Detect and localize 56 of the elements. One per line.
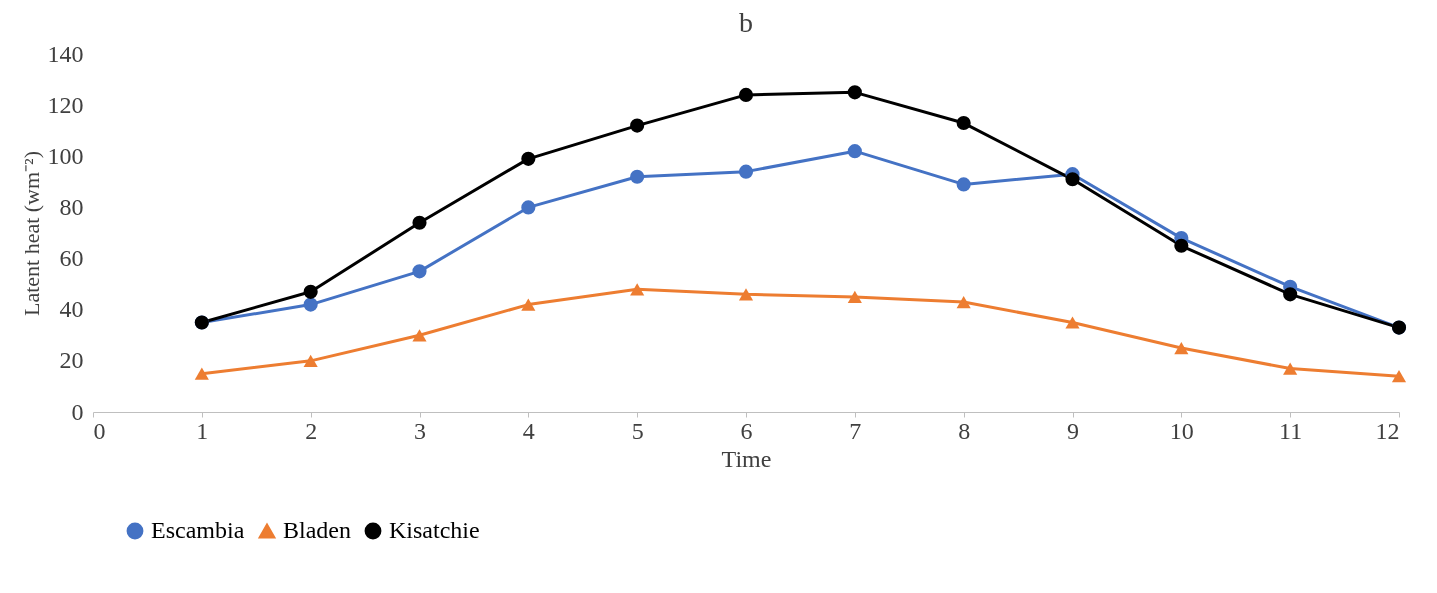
x-tick-label: 12 [1375, 417, 1400, 444]
y-tick-label: 20 [59, 347, 84, 374]
point [847, 290, 862, 304]
point [521, 298, 536, 311]
legend-label: Escambia [151, 517, 245, 543]
point [412, 215, 427, 230]
point [956, 295, 971, 309]
x-tick-label: 10 [1169, 417, 1194, 444]
point [412, 329, 427, 342]
point [1065, 316, 1080, 329]
point [521, 151, 536, 166]
point [956, 177, 971, 192]
y-tick-label: 120 [47, 91, 84, 118]
point [1283, 287, 1298, 302]
legend-label: Bladen [283, 517, 351, 543]
x-tick-label: 8 [958, 417, 971, 444]
x-tick-label: 7 [849, 417, 862, 444]
point [738, 288, 754, 301]
x-tick-label: 9 [1067, 417, 1079, 444]
point [956, 115, 971, 131]
y-tick-label: 40 [59, 296, 84, 323]
x-tick-label: 11 [1279, 417, 1303, 444]
point [630, 283, 645, 296]
point [412, 264, 427, 279]
point [738, 87, 754, 102]
y-tick-label: 80 [59, 193, 84, 220]
y-tick-label: 140 [47, 40, 84, 67]
x-tick-label: 5 [631, 417, 644, 444]
point [847, 85, 862, 100]
x-tick-label: 0 [93, 417, 106, 444]
x-tick-label: 1 [196, 417, 209, 444]
x-tick-label: 6 [740, 417, 753, 444]
y-tick-label: 60 [59, 245, 84, 272]
x-axis-title: Time [721, 445, 772, 472]
x-tick-label: 4 [522, 417, 535, 444]
point [521, 200, 536, 215]
x-tick-label: 3 [414, 417, 426, 444]
point [847, 144, 862, 159]
chart-title: b [739, 7, 753, 38]
point [1174, 341, 1189, 355]
point [1283, 362, 1298, 375]
y-tick-label: 0 [71, 398, 84, 425]
point [303, 297, 318, 312]
point [303, 354, 318, 367]
point [1065, 172, 1080, 187]
y-axis-title: Latent heat (wm⁻²) [18, 150, 44, 317]
y-tick-label: 100 [47, 142, 84, 169]
point [1174, 238, 1189, 253]
point [1391, 370, 1407, 383]
point [194, 367, 209, 380]
x-tick-label: 2 [305, 417, 318, 444]
legend-label: Kisatchie [389, 517, 480, 543]
point [738, 164, 754, 179]
point [630, 169, 645, 184]
point [630, 118, 645, 133]
point [303, 284, 318, 299]
